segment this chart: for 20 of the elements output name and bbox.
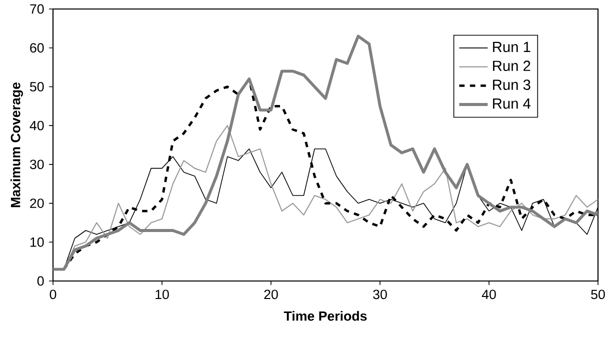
x-tick-label: 40 — [482, 290, 496, 300]
y-tick-label: 50 — [30, 82, 44, 92]
x-tick-label: 50 — [591, 290, 605, 300]
y-axis-title: Maximum Coverage — [10, 82, 23, 208]
y-tick-label: 70 — [30, 4, 44, 14]
legend-label: Run 1 — [493, 42, 530, 52]
x-tick-label: 20 — [264, 290, 278, 300]
y-tick-label: 10 — [30, 237, 44, 247]
legend-label: Run 2 — [493, 60, 530, 72]
y-tick-label: 40 — [30, 120, 44, 130]
x-tick-label: 10 — [156, 290, 169, 300]
y-tick-label: 60 — [30, 43, 44, 53]
legend-label: Run 3 — [493, 80, 530, 90]
legend-label: Run 4 — [493, 98, 531, 109]
x-tick-label: 0 — [50, 290, 56, 300]
y-tick-label: 20 — [30, 198, 44, 208]
y-tick-label: 30 — [30, 160, 44, 170]
y-tick-label: 0 — [37, 276, 44, 286]
x-axis-title: Time Periods — [284, 310, 367, 321]
x-tick-label: 30 — [373, 290, 387, 300]
